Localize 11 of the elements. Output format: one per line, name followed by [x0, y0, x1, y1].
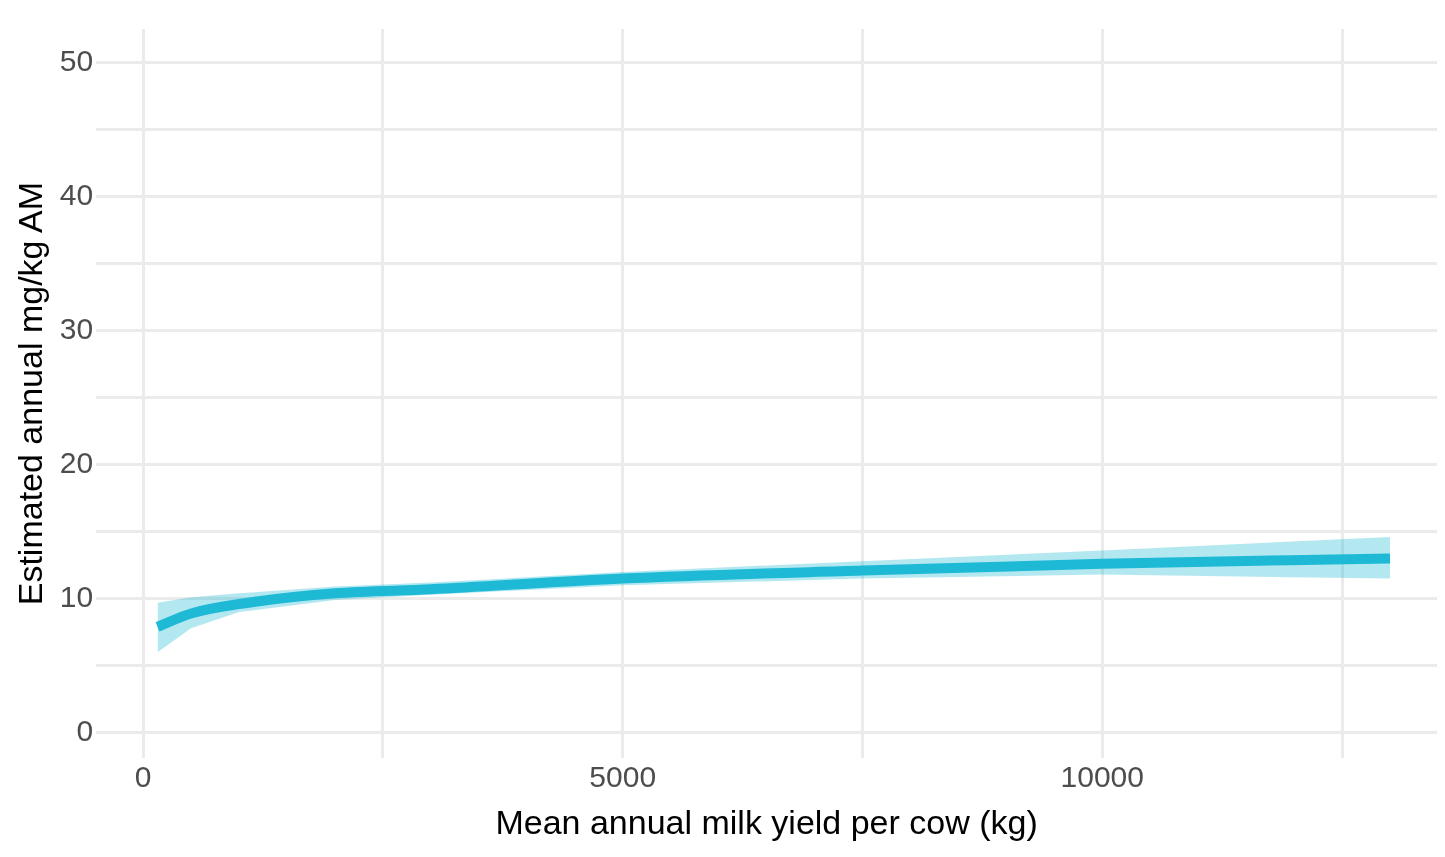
x-tick-label: 10000 — [1060, 760, 1144, 794]
x-tick-label: 0 — [134, 760, 152, 794]
y-axis-title: Estimated annual mg/kg AM — [10, 181, 49, 606]
x-tick-label: 5000 — [589, 760, 657, 794]
y-tick-label: 20 — [59, 445, 94, 479]
y-tick-label: 40 — [59, 177, 94, 211]
y-tick-label: 0 — [76, 714, 94, 747]
y-tick-label: 50 — [59, 43, 94, 77]
y-tick-label: 30 — [59, 311, 94, 345]
x-axis-title: Mean annual milk yield per cow (kg) — [495, 802, 1038, 841]
y-tick-label: 10 — [59, 579, 94, 613]
